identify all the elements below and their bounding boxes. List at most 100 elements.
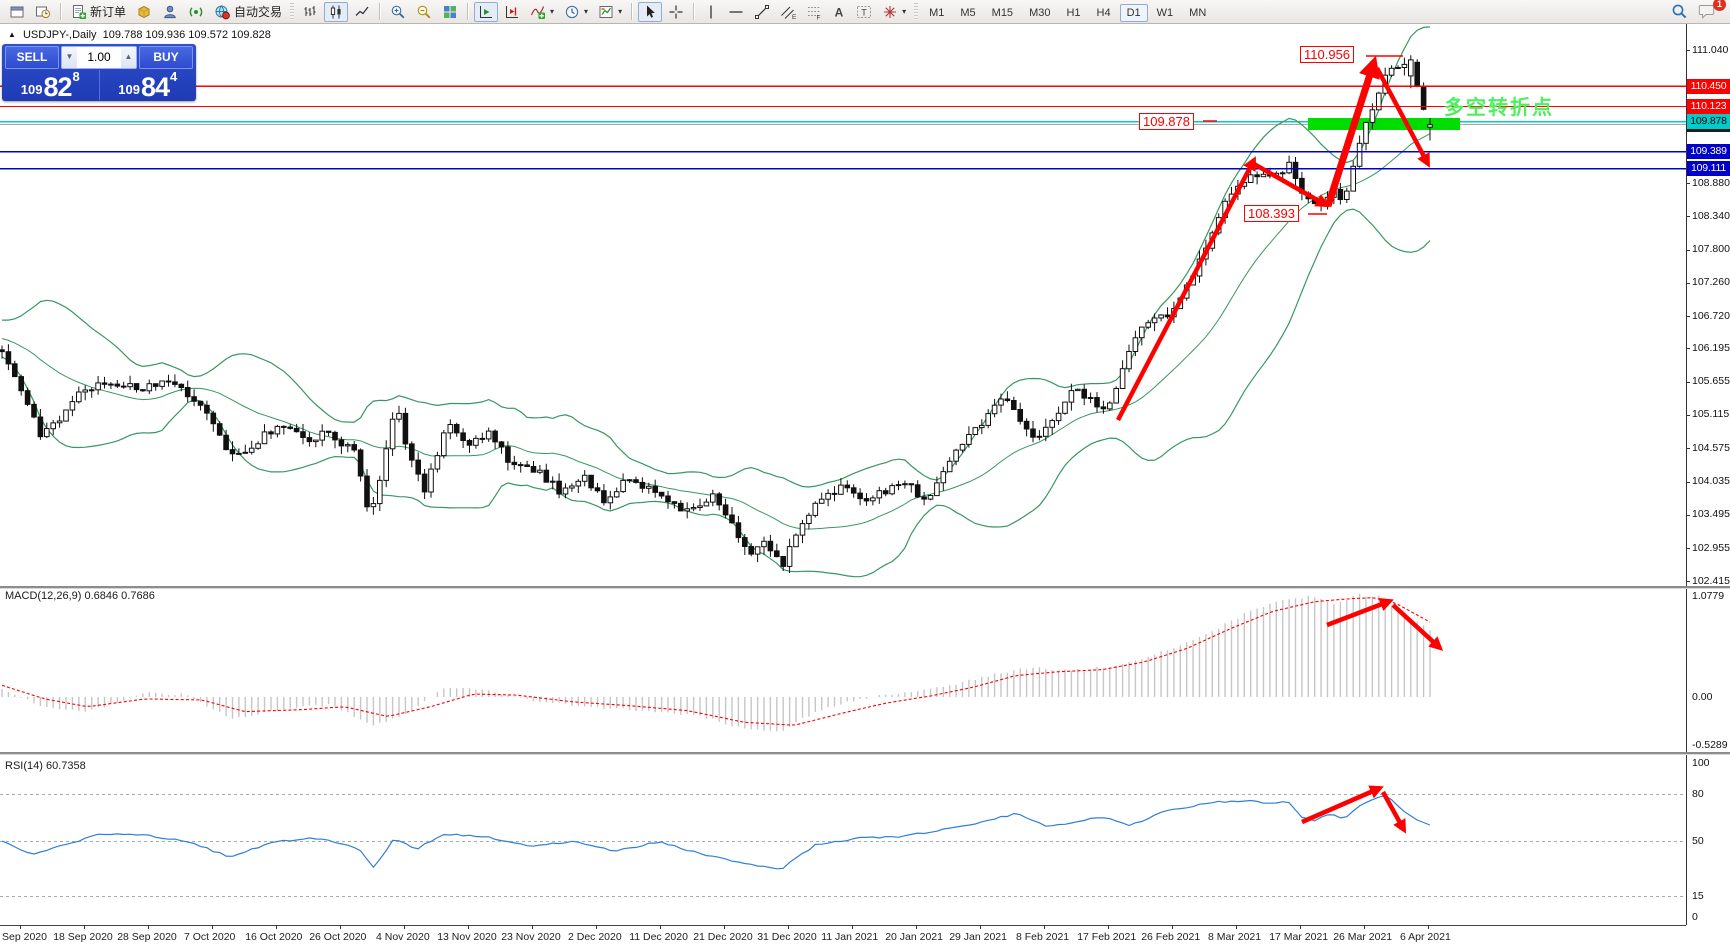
time-tick-label: Sep 2020 <box>2 931 47 943</box>
price-tick-label: 111.040 <box>1692 43 1729 56</box>
bar-chart-button[interactable] <box>298 2 322 22</box>
buy-button[interactable]: BUY <box>139 46 193 69</box>
price-annotation-peak[interactable]: 110.956 <box>1300 46 1355 63</box>
price-level-badge: 110.123 <box>1687 98 1730 114</box>
time-tick-label: 21 Dec 2020 <box>693 931 753 943</box>
market-watch-button[interactable] <box>158 2 182 22</box>
crosshair-icon <box>668 4 684 20</box>
periods-button[interactable]: ▾ <box>560 2 592 22</box>
price-tick-mark <box>1686 216 1690 217</box>
search-button[interactable] <box>1667 2 1692 22</box>
signals-button[interactable] <box>184 2 208 22</box>
templates-button[interactable]: ▾ <box>594 2 626 22</box>
timeframe-m5[interactable]: M5 <box>960 6 976 19</box>
price-tick-mark <box>1686 348 1690 349</box>
timeframe-m30[interactable]: M30 <box>1029 6 1051 19</box>
price-annotation-low[interactable]: 108.393 <box>1244 205 1299 222</box>
time-tick-mark <box>276 925 277 929</box>
timeframe-w1[interactable]: W1 <box>1156 6 1174 19</box>
zoom-out-button[interactable] <box>412 2 436 22</box>
svg-text:E: E <box>792 14 796 20</box>
timeframe-h1[interactable]: H1 <box>1066 6 1081 19</box>
notifications-button[interactable]: 1 <box>1694 0 1726 22</box>
trendline-button[interactable] <box>750 2 774 22</box>
time-tick-mark <box>20 925 21 929</box>
svg-text:T: T <box>861 7 867 17</box>
chart-shift-button[interactable] <box>500 2 524 22</box>
sell-button[interactable]: SELL <box>5 46 59 69</box>
arrows-tool-icon <box>882 4 898 20</box>
volume-stepper: ▼ 1.00 ▲ <box>61 46 137 69</box>
auto-scroll-button[interactable] <box>474 1 499 22</box>
ask-handle: 109 <box>118 82 140 97</box>
dropdown-caret-icon: ▾ <box>618 7 623 16</box>
toolbar: 新订单 自动交易 ▾ ▾ ▾ E F A T ▾ M1 M5 M15 M30 H1 H4 D… <box>0 0 1730 24</box>
vertical-line-icon <box>704 4 718 20</box>
time-tick-label: 6 Apr 2021 <box>1400 931 1451 943</box>
timeframe-m15[interactable]: M15 <box>991 6 1014 19</box>
chart-preview-button[interactable] <box>31 2 55 22</box>
time-tick-mark <box>532 925 533 929</box>
new-order-icon <box>71 4 87 20</box>
arrows-tool-button[interactable]: ▾ <box>878 2 910 22</box>
gold-packet-icon <box>136 4 152 20</box>
volume-input[interactable]: 1.00 <box>77 47 121 68</box>
new-order-button[interactable]: 新订单 <box>67 2 130 22</box>
pane-splitter[interactable] <box>0 752 1730 755</box>
turning-point-annotation[interactable]: 多空转折点 <box>1444 97 1554 119</box>
history-center-button[interactable] <box>132 2 156 22</box>
time-tick-mark <box>404 925 405 929</box>
timeframe-mn[interactable]: MN <box>1189 6 1207 19</box>
macd-values: 0.6846 0.7686 <box>84 590 155 602</box>
timeframe-m1[interactable]: M1 <box>929 6 945 19</box>
candlestick-chart-button[interactable] <box>324 1 349 22</box>
crosshair-button[interactable] <box>664 2 688 22</box>
price-tick-mark <box>1686 250 1690 251</box>
template-icon <box>598 4 614 20</box>
ask-pip: 4 <box>170 69 178 84</box>
timeframe-h4[interactable]: H4 <box>1096 6 1111 19</box>
pane-splitter[interactable] <box>0 586 1730 589</box>
svg-text:A: A <box>835 5 844 19</box>
line-chart-button[interactable] <box>350 2 374 22</box>
cursor-button[interactable] <box>638 1 663 22</box>
text-button[interactable]: A <box>828 2 850 22</box>
window-icon <box>9 4 25 20</box>
volume-increase-button[interactable]: ▲ <box>121 47 136 68</box>
ask-price[interactable]: 109 84 4 <box>100 69 197 101</box>
cursor-icon <box>642 4 658 20</box>
price-annotation-mid[interactable]: 109.878 <box>1139 113 1194 130</box>
bid-price[interactable]: 109 82 8 <box>2 70 100 101</box>
profile-window-button[interactable] <box>5 2 29 22</box>
timeframe-d1[interactable]: D1 <box>1119 3 1148 22</box>
main-chart-pane[interactable] <box>0 24 1686 587</box>
time-tick-mark <box>212 925 213 929</box>
macd-pane[interactable] <box>0 589 1686 752</box>
one-click-trading-panel: SELL ▼ 1.00 ▲ BUY 109 82 8 109 84 4 <box>2 44 196 101</box>
tile-windows-button[interactable] <box>438 2 462 22</box>
chart-shift-icon <box>504 4 520 20</box>
bar-chart-icon <box>302 4 318 20</box>
text-label-button[interactable]: T <box>852 2 876 22</box>
symbol-info-bar[interactable]: ▲ USDJPY-,Daily 109.788 109.936 109.572 … <box>8 29 271 41</box>
horizontal-line-button[interactable] <box>724 2 748 22</box>
time-tick-label: 23 Nov 2020 <box>501 931 561 943</box>
volume-decrease-button[interactable]: ▼ <box>62 47 77 68</box>
time-tick-label: 11 Dec 2020 <box>629 931 688 943</box>
separator <box>631 3 634 20</box>
equidistant-channel-button[interactable]: E <box>776 2 800 22</box>
vertical-line-button[interactable] <box>700 2 722 22</box>
price-axis[interactable] <box>1686 24 1730 950</box>
rsi-pane[interactable] <box>0 757 1686 925</box>
price-tick-mark <box>1686 448 1690 449</box>
autotrading-button[interactable]: 自动交易 <box>210 2 286 22</box>
price-tick-mark <box>1686 548 1690 549</box>
price-tick-label: 102.955 <box>1692 541 1730 554</box>
indicators-button[interactable]: ▾ <box>526 2 558 22</box>
zoom-in-button[interactable] <box>386 2 410 22</box>
time-tick-label: 28 Sep 2020 <box>117 931 177 943</box>
zoom-in-icon <box>390 4 406 20</box>
price-tick-label: 108.880 <box>1692 176 1730 189</box>
ohlc-quotes: 109.788 109.936 109.572 109.828 <box>102 29 271 41</box>
fibonacci-button[interactable]: F <box>802 2 826 22</box>
